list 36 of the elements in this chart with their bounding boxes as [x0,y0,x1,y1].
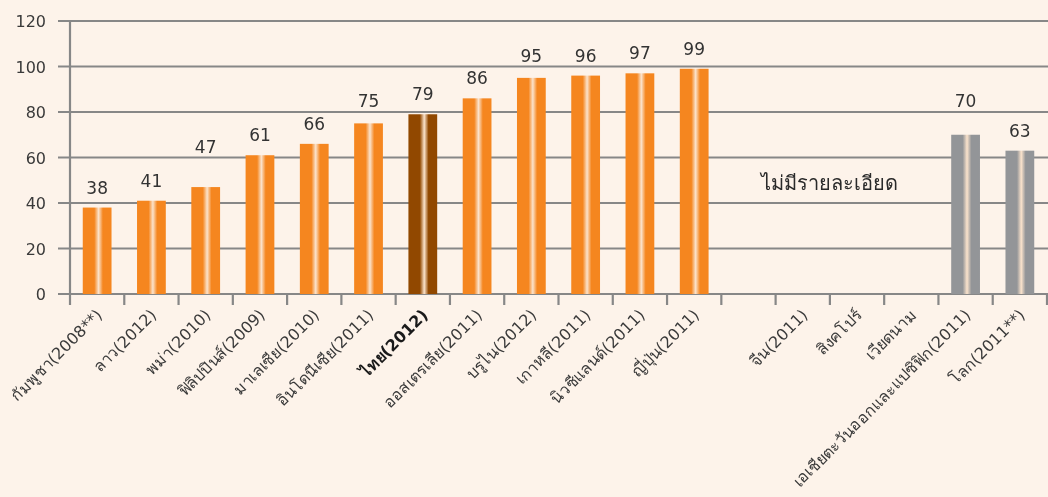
bar [462,98,492,294]
bar [951,134,980,294]
data-label: 41 [140,170,163,191]
annotation: ไม่มีรายละเอียด [759,171,899,196]
data-label: 63 [1009,120,1031,141]
bar [354,123,383,294]
y-tick-label: 100 [15,57,46,77]
data-label: 97 [629,43,651,64]
bar [1005,150,1035,294]
y-tick-label: 40 [25,194,46,213]
data-label: 38 [86,177,108,198]
data-label: 79 [411,84,434,105]
data-label: 47 [194,136,217,157]
y-tick-label: 60 [25,148,46,168]
bar [679,68,709,294]
data-label: 95 [520,45,543,66]
data-label: 70 [954,91,977,111]
data-label: 66 [303,113,326,134]
bar [625,73,655,294]
bar [408,114,438,294]
bar [571,75,601,294]
data-label: 96 [574,45,597,66]
bar [299,143,329,294]
data-label: 61 [249,125,271,146]
bar [245,155,275,294]
y-tick-label: 80 [25,103,46,122]
bar [516,77,546,294]
y-tick-label: 0 [35,285,46,304]
data-label: 99 [683,38,706,59]
bar [191,187,221,294]
y-tick-label: 120 [15,12,46,31]
data-label: 86 [466,68,488,89]
bar [137,200,166,294]
y-tick-label: 20 [25,239,46,259]
bar [82,207,112,294]
data-label: 75 [357,91,380,111]
